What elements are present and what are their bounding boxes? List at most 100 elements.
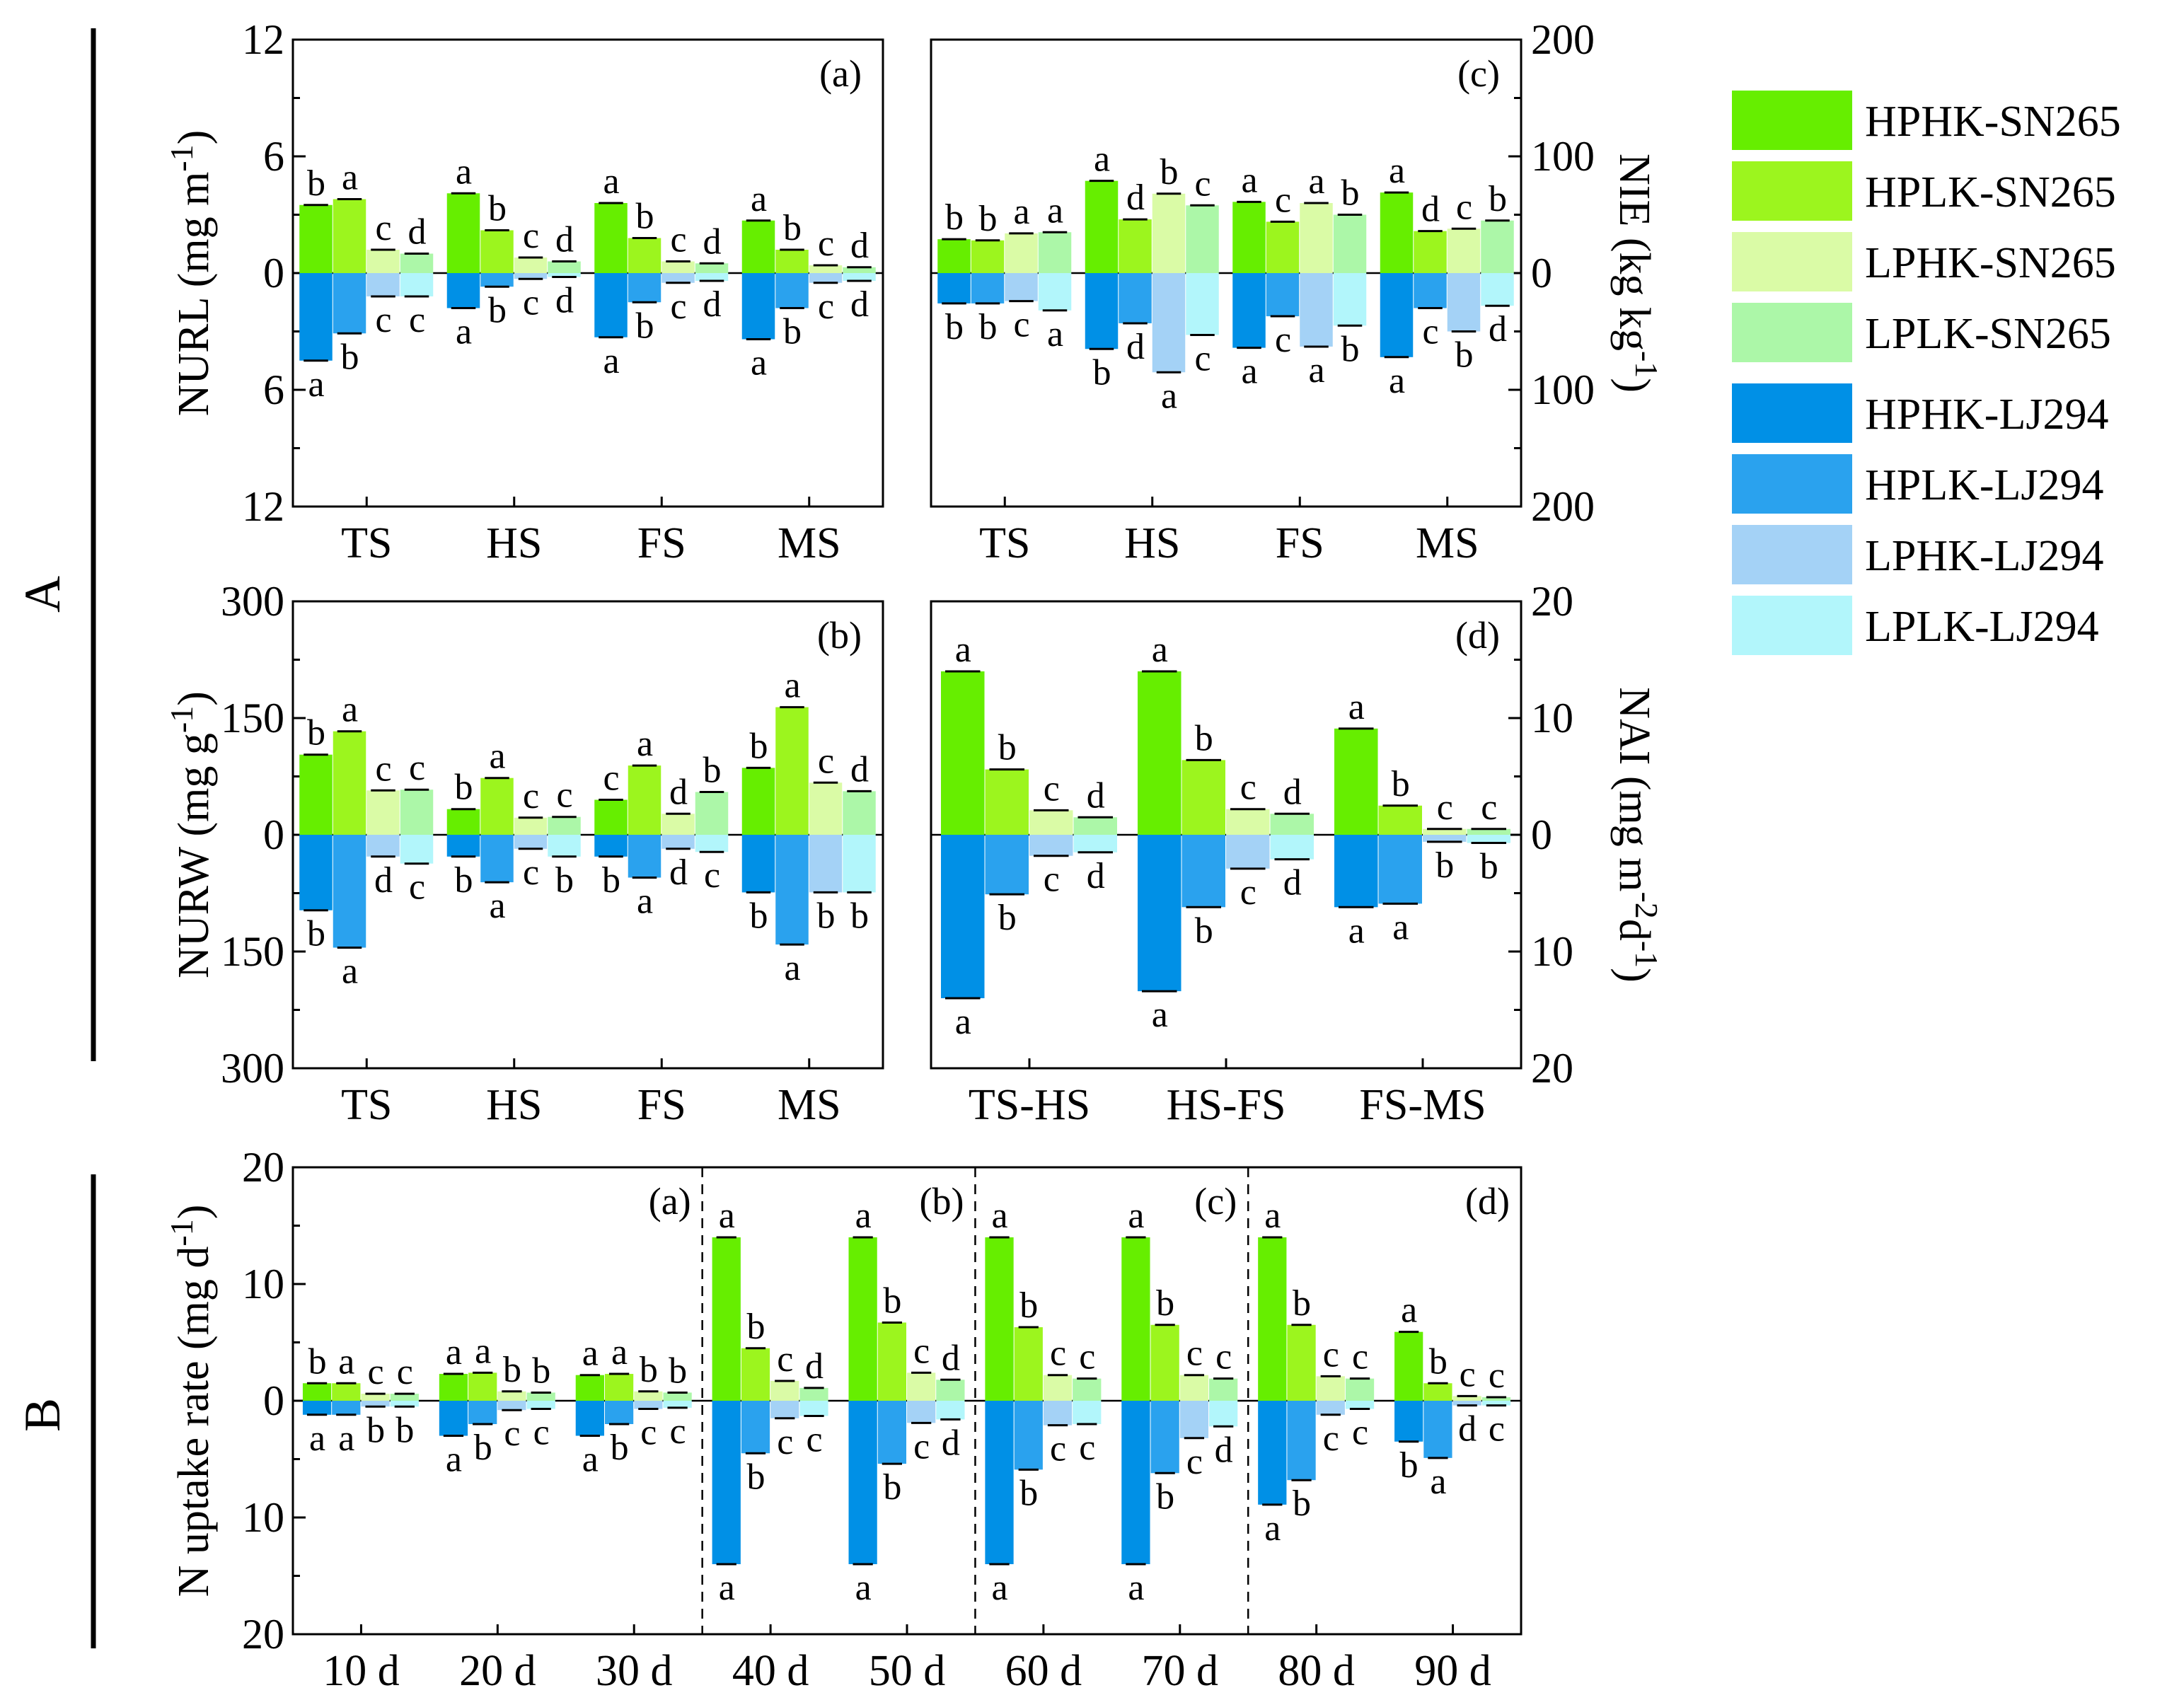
sig-letter-sn265: d	[1126, 178, 1145, 218]
bar-lj294-2-0	[575, 1401, 604, 1436]
bar-sn265-0-3	[390, 1394, 419, 1401]
bar-lj294-7-0	[1258, 1401, 1287, 1505]
bar-lj294-0-3	[1038, 273, 1072, 311]
x-tick-label: 10 d	[323, 1647, 400, 1695]
bar-lj294-1-3	[548, 273, 581, 277]
sig-letter-lj294: a	[603, 341, 619, 381]
sig-letter-sn265: a	[1013, 192, 1029, 232]
sig-letter-sn265: b	[783, 208, 802, 248]
sig-letter-lj294: c	[806, 1419, 822, 1459]
x-tick-label: HS-FS	[1167, 1081, 1286, 1129]
bar-sn265-2-3	[695, 263, 729, 273]
sig-letter-sn265: b	[636, 197, 654, 237]
bar-lj294-1-3	[526, 1401, 555, 1409]
bar-sn265-0-3	[400, 253, 434, 273]
sig-letter-sn265: d	[1087, 775, 1105, 816]
sig-letter-lj294: a	[719, 1568, 735, 1608]
sig-letter-lj294: b	[636, 306, 654, 346]
bar-lj294-7-2	[1316, 1401, 1345, 1415]
bar-sn265-6-0	[1121, 1237, 1150, 1401]
sig-letter-sn265: b	[532, 1351, 550, 1391]
sig-letter-sn265: a	[1348, 687, 1365, 727]
sig-letter-sn265: b	[883, 1280, 901, 1321]
bar-lj294-3-2	[809, 835, 843, 893]
sig-letter-lj294: b	[366, 1410, 385, 1450]
bar-sn265-1-2	[1152, 193, 1186, 273]
bar-lj294-5-0	[985, 1401, 1014, 1564]
sig-letter-sn265: d	[408, 212, 427, 253]
bar-sn265-0-2	[366, 250, 400, 273]
x-tick-label: TS	[341, 1081, 392, 1129]
sig-letter-lj294: d	[703, 284, 722, 325]
sig-letter-sn265: c	[409, 748, 425, 788]
y-tick-label: 0	[1531, 250, 1552, 296]
legend-label-6: LPHK-LJ294	[1865, 532, 2104, 580]
sig-letter-lj294: c	[1323, 1418, 1339, 1459]
legend-label-1: HPLK-SN265	[1865, 168, 2116, 216]
sig-letter-sn265: a	[342, 690, 358, 730]
sig-letter-sn265: a	[1128, 1196, 1144, 1236]
bar-lj294-1-2	[497, 1401, 526, 1411]
panel-label: (b)	[919, 1180, 964, 1222]
bar-lj294-3-1	[741, 1401, 770, 1454]
sig-letter-sn265: a	[456, 151, 472, 192]
y-tick-label: 300	[221, 1045, 284, 1092]
sig-letter-sn265: a	[1264, 1196, 1281, 1236]
sig-letter-lj294: a	[1128, 1568, 1144, 1608]
y-axis-label-part: )	[170, 1205, 218, 1220]
sig-letter-sn265: b	[1429, 1341, 1448, 1382]
sig-letter-sn265: c	[1050, 1334, 1066, 1374]
sig-letter-sn265: b	[746, 1307, 765, 1347]
sig-letter-sn265: c	[375, 208, 391, 248]
sig-letter-lj294: b	[1093, 352, 1111, 393]
x-tick-label: 20 d	[459, 1647, 536, 1695]
sig-letter-sn265: c	[1456, 187, 1472, 227]
bar-lj294-0-2	[1029, 835, 1073, 856]
sig-letter-lj294: b	[307, 914, 325, 954]
panel-label: (b)	[817, 614, 862, 657]
sig-letter-sn265: b	[1489, 179, 1507, 219]
sig-letter-sn265: b	[1160, 152, 1179, 192]
sig-letter-sn265: c	[1186, 1334, 1203, 1374]
bar-lj294-3-1	[1414, 273, 1447, 308]
sig-letter-sn265: c	[397, 1352, 413, 1392]
bar-lj294-7-1	[1287, 1401, 1316, 1481]
x-tick-label: 50 d	[869, 1647, 946, 1695]
sig-letter-sn265: b	[455, 768, 473, 808]
bar-lj294-6-1	[1150, 1401, 1179, 1474]
bar-lj294-0-1	[332, 1401, 361, 1415]
sig-letter-lj294: a	[1047, 314, 1063, 354]
bar-sn265-8-1	[1423, 1383, 1452, 1401]
sig-letter-sn265: b	[488, 189, 507, 229]
sig-letter-sn265: a	[603, 161, 619, 202]
bar-lj294-2-1	[1378, 835, 1422, 904]
bar-sn265-1-2	[514, 817, 548, 835]
bar-sn265-3-3	[799, 1387, 828, 1401]
bar-lj294-3-0	[712, 1401, 741, 1564]
sig-letter-lj294: c	[640, 1413, 657, 1453]
sig-letter-sn265: d	[669, 772, 688, 812]
y-axis-label-part: -2	[1629, 891, 1665, 918]
bar-lj294-3-1	[775, 835, 809, 945]
bar-lj294-2-0	[1232, 273, 1266, 348]
sig-letter-sn265: d	[805, 1346, 824, 1387]
y-axis-label-part: NURL (mg m	[170, 172, 218, 417]
sig-letter-sn265: c	[375, 748, 391, 789]
sig-letter-lj294: d	[669, 852, 688, 893]
sig-letter-lj294: a	[637, 881, 653, 922]
bar-lj294-2-0	[1334, 835, 1378, 908]
sig-letter-lj294: c	[1044, 860, 1060, 900]
bar-sn265-3-0	[741, 768, 775, 835]
bar-lj294-3-1	[775, 273, 809, 308]
section-A-label: A	[14, 576, 71, 613]
y-tick-label: 6	[263, 366, 284, 413]
sig-letter-sn265: c	[1352, 1337, 1368, 1377]
bar-lj294-1-2	[1152, 273, 1186, 373]
sig-letter-sn265: c	[777, 1339, 793, 1380]
bar-sn265-1-1	[480, 777, 514, 835]
bar-lj294-2-1	[628, 273, 661, 303]
x-tick-label: FS	[1276, 519, 1324, 567]
sig-letter-sn265: a	[784, 666, 800, 706]
bar-sn265-1-2	[497, 1391, 526, 1401]
bar-lj294-0-0	[302, 1401, 332, 1415]
